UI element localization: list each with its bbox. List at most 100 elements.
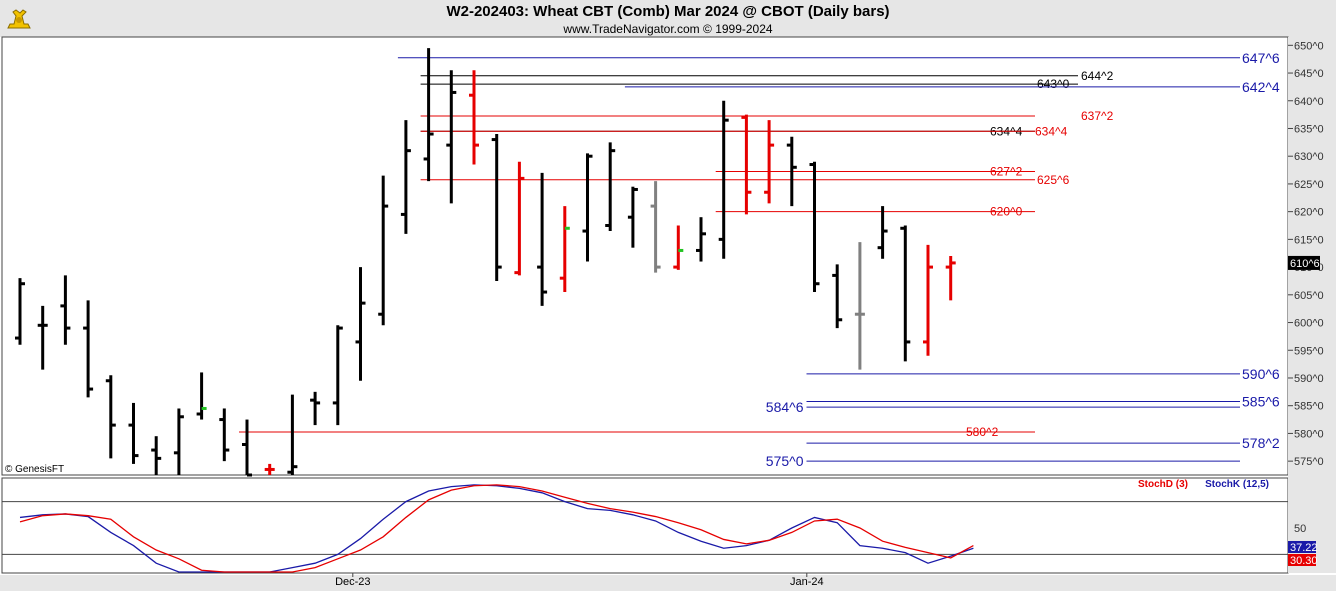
last-price-box [1288,255,1320,270]
ohlc-bar [627,186,638,248]
date-axis-strip [0,575,1336,591]
ohlc-bar [514,161,525,276]
ohlc-bar [37,305,48,370]
level-label: 578^2 [1242,435,1280,451]
y-tick-label: 615^0 [1294,234,1324,246]
ohlc-bar [559,206,570,293]
ohlc-bar [219,408,230,462]
ohlc-bar [832,264,843,329]
level-label: 625^6 [1037,173,1070,187]
ohlc-bar [741,114,752,215]
ohlc-bar [378,175,389,326]
ohlc-bars [15,48,956,477]
level-label: 644^2 [1081,69,1114,83]
level-label: 585^6 [1242,394,1280,410]
ohlc-bar [355,267,366,381]
ohlc-bar [400,120,411,234]
x-tick-label: Dec-23 [335,576,370,588]
y-tick-label: 575^0 [1294,456,1324,468]
level-label: 575^0 [766,453,804,469]
price-panel-frame [1,36,1289,476]
ohlc-bar [923,244,933,356]
ohlc-bar [287,394,298,475]
ohlc-bar [696,217,706,262]
ohlc-bar [446,70,457,204]
ohlc-bar [673,225,684,270]
ohlc-bar [242,419,252,477]
level-label: 584^6 [766,399,804,415]
ohlc-bar [469,70,479,165]
price-axis: 650^0 645^0 640^0 635^0 630^0 625^0 620^0 615^0… [1288,40,1324,468]
ohlc-bar [605,142,616,232]
level-label: 580^2 [966,425,999,439]
level-label: 643^0 [1037,77,1070,91]
legend-stochd: StochD (3) [1138,479,1188,490]
chart-subtitle: www.TradeNavigator.com © 1999-2024 [563,22,773,36]
y-tick-label: 635^0 [1294,123,1324,135]
ohlc-bar [332,325,343,426]
stoch-tick-label: 50 [1294,523,1306,535]
stoch-last-box [1288,541,1316,553]
y-tick-label: 580^0 [1294,428,1324,440]
ohlc-bar [264,463,275,475]
ohlc-bar [900,225,911,362]
ohlc-bar [764,120,775,204]
y-tick-label: 585^0 [1294,401,1324,413]
chart-frame [1,36,1336,574]
ohlc-bar [537,172,548,306]
ohlc-bar [786,136,797,207]
level-label: 634^4 [1035,124,1068,138]
stochastic-panel-frame [1,477,1289,574]
ohlc-bar [854,242,865,370]
ohlc-bar [173,408,184,475]
y-tick-label: 605^0 [1294,290,1324,302]
level-label: 647^6 [1242,50,1280,66]
ohlc-bar [310,391,321,426]
ohlc-bar [151,436,162,475]
stoch-last-box [1288,554,1316,566]
level-label: 637^2 [1081,109,1114,123]
level-label: 627^2 [990,164,1023,178]
axis-background [1288,37,1336,573]
ohlc-bar [491,134,502,281]
last-price-label: 610^6 [1290,258,1320,270]
ohlc-bar [15,278,25,345]
y-tick-label: 600^0 [1294,318,1324,330]
ohlc-bar [877,206,888,259]
ohlc-bar [809,161,820,293]
y-tick-label: 620^0 [1294,207,1324,219]
level-label: 620^0 [990,205,1023,219]
stoch-last-label: 30.30 [1290,555,1318,567]
ohlc-bar [423,48,434,182]
ohlc-bar [105,375,116,459]
level-label: 590^6 [1242,366,1280,382]
ohlc-bar [945,256,956,301]
chart-title: W2-202403: Wheat CBT (Comb) Mar 2024 @ C… [446,3,890,20]
y-tick-label: 590^0 [1294,373,1324,385]
stoch-series-line [19,484,974,573]
y-tick-label: 650^0 [1294,40,1324,52]
ohlc-bar [718,100,729,259]
ohlc-bar [650,181,661,273]
chart-header [0,0,1336,37]
stoch-last-label: 37.22 [1290,542,1318,554]
stoch-series-line [19,484,974,573]
ohlc-bar [128,402,139,464]
y-tick-label: 645^0 [1294,68,1324,80]
legend-stochk: StochK (12,5) [1205,479,1269,490]
date-axis: Dec-23 Jan-24 [335,573,824,588]
y-tick-label: 640^0 [1294,96,1324,108]
ohlc-bar [582,153,593,262]
genesis-watermark: © GenesisFT [5,464,64,475]
ohlc-bar [196,372,207,420]
y-tick-label: 625^0 [1294,179,1324,191]
y-tick-label: 630^0 [1294,151,1324,163]
x-tick-label: Jan-24 [790,576,824,588]
level-label: 642^4 [1242,79,1280,95]
ohlc-bar [60,275,71,345]
bull-logo-icon [4,4,34,34]
ohlc-bar [83,300,94,398]
